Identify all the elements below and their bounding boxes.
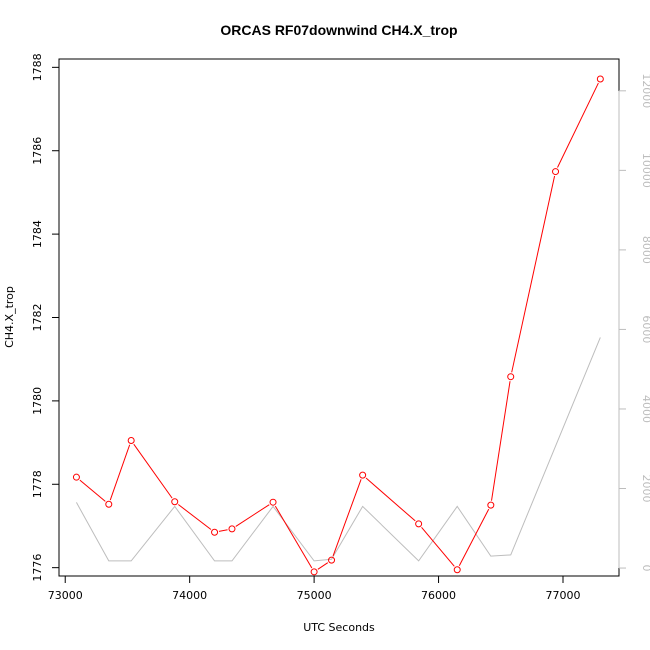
red-series-segment [317, 562, 329, 570]
x-tick-label: 76000 [421, 589, 456, 602]
red-series-segment [274, 505, 313, 569]
x-axis-label: UTC Seconds [303, 621, 375, 634]
red-series-segment [511, 175, 556, 373]
y-axis-left: 1776 1778 1780 1782 1784 1786 1788 [31, 53, 60, 582]
red-series-segment [491, 381, 511, 501]
y-tick-label: 1782 [31, 304, 44, 332]
y-tick-label: 1788 [31, 53, 44, 81]
y-tick-label: 1778 [31, 470, 44, 498]
red-series-point [72, 473, 80, 481]
red-series-point [269, 498, 277, 506]
red-series-point [171, 498, 179, 506]
red-series-point [415, 520, 423, 528]
red-series-segment [421, 527, 455, 567]
y-tick-label: 1784 [31, 220, 44, 248]
y2-tick-label: 4000 [640, 395, 650, 423]
red-series-segment [218, 529, 228, 532]
y-tick-label: 1776 [31, 554, 44, 582]
gray-series-line [75, 337, 601, 562]
x-tick-label: 77000 [546, 589, 581, 602]
red-series-point [127, 436, 135, 444]
plot-frame [58, 58, 620, 577]
y2-tick-label: 0 [640, 565, 650, 572]
red-series-point [359, 471, 367, 479]
y2-tick-label: 2000 [640, 475, 650, 503]
y-tick-label: 1786 [31, 137, 44, 165]
red-series-segment [79, 479, 106, 502]
red-series-point [487, 501, 495, 509]
red-series-point [453, 566, 461, 574]
y2-tick-label: 12000 [640, 73, 650, 108]
red-series-segment [109, 444, 131, 501]
x-axis: 73000 74000 75000 76000 77000 [48, 575, 581, 602]
x-tick-label: 73000 [48, 589, 83, 602]
red-series-point [211, 528, 219, 536]
y2-tick-label: 8000 [640, 236, 650, 264]
red-series-point [105, 500, 113, 508]
y-tick-label: 1780 [31, 387, 44, 415]
red-series-point [228, 525, 236, 533]
red-series-segment [365, 477, 416, 522]
red-series-segment [178, 504, 212, 530]
y2-tick-label: 6000 [640, 315, 650, 343]
gray-series-layer [75, 337, 601, 562]
y-axis-label: CH4.X_trop [3, 286, 16, 348]
x-tick-label: 74000 [172, 589, 207, 602]
red-series-point [328, 556, 336, 564]
red-series-segment [133, 443, 173, 499]
red-series-point [310, 568, 318, 576]
red-series-point [596, 75, 604, 83]
red-series-point [552, 168, 560, 176]
red-series-segment [458, 508, 490, 566]
red-series-segment [557, 82, 599, 168]
red-series-segment [235, 504, 270, 527]
y-axis-right: 0 2000 4000 6000 8000 10000 12000 [618, 73, 650, 572]
chart-title: ORCAS RF07downwind CH4.X_trop [220, 22, 457, 38]
red-series-layer [72, 75, 604, 576]
red-series-segment [332, 479, 362, 557]
red-series-point [507, 373, 515, 381]
x-tick-label: 75000 [297, 589, 332, 602]
y2-tick-label: 10000 [640, 153, 650, 188]
